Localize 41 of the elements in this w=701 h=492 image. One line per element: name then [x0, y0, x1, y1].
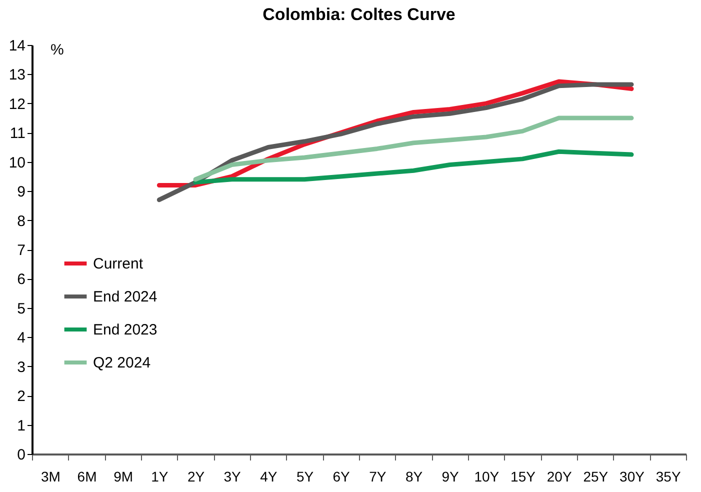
y-tick-label: 13	[8, 66, 26, 84]
x-tick-label: 6M	[77, 468, 97, 484]
x-tick-label: 25Y	[583, 468, 609, 484]
y-tick-label: 5	[17, 300, 26, 318]
y-tick-label: 0	[17, 446, 26, 464]
x-tick-label: 8Y	[405, 468, 424, 484]
x-tick-label: 5Y	[296, 468, 314, 484]
y-tick-label: 9	[17, 184, 26, 201]
x-tick-label: 6Y	[332, 468, 351, 484]
x-tick-label: 10Y	[474, 468, 500, 484]
x-tick-label: 2Y	[187, 468, 206, 484]
x-tick-label: 9Y	[442, 468, 460, 484]
chart-title: Colombia: Coltes Curve	[262, 5, 456, 24]
line-series	[193, 149, 634, 185]
x-tick-label: 35Y	[656, 468, 682, 484]
y-tick-label: 7	[17, 242, 26, 259]
legend-label: End 2024	[93, 288, 158, 306]
x-tick-label: 3Y	[224, 468, 242, 484]
y-tick-label: 4	[17, 330, 26, 347]
y-tick-label: 11	[10, 125, 26, 142]
y-tick-label: 8	[17, 212, 26, 230]
y-tick-label: 3	[17, 358, 26, 376]
x-tick-label: 4Y	[260, 468, 278, 484]
x-tick-label: 20Y	[546, 468, 572, 484]
y-tick-label: 2	[17, 388, 26, 406]
y-tick-label: 10	[8, 154, 26, 172]
y-axis-title: %	[50, 42, 64, 58]
legend-label: Current	[93, 256, 144, 272]
line-series	[193, 116, 634, 182]
x-tick-label: 15Y	[510, 468, 536, 484]
y-tick-label: 12	[8, 96, 26, 113]
legend-label: Q2 2024	[93, 354, 151, 372]
x-tick-label: 7Y	[369, 468, 387, 484]
y-tick-label: 6	[17, 271, 26, 288]
y-tick-label: 1	[17, 417, 26, 434]
x-tick-label: 3M	[40, 468, 60, 484]
legend-label: End 2023	[93, 322, 158, 338]
x-tick-label: 9M	[114, 468, 134, 484]
x-tick-label: 30Y	[620, 468, 646, 484]
x-tick-label: 1Y	[151, 468, 169, 484]
y-tick-label: 14	[8, 38, 26, 54]
